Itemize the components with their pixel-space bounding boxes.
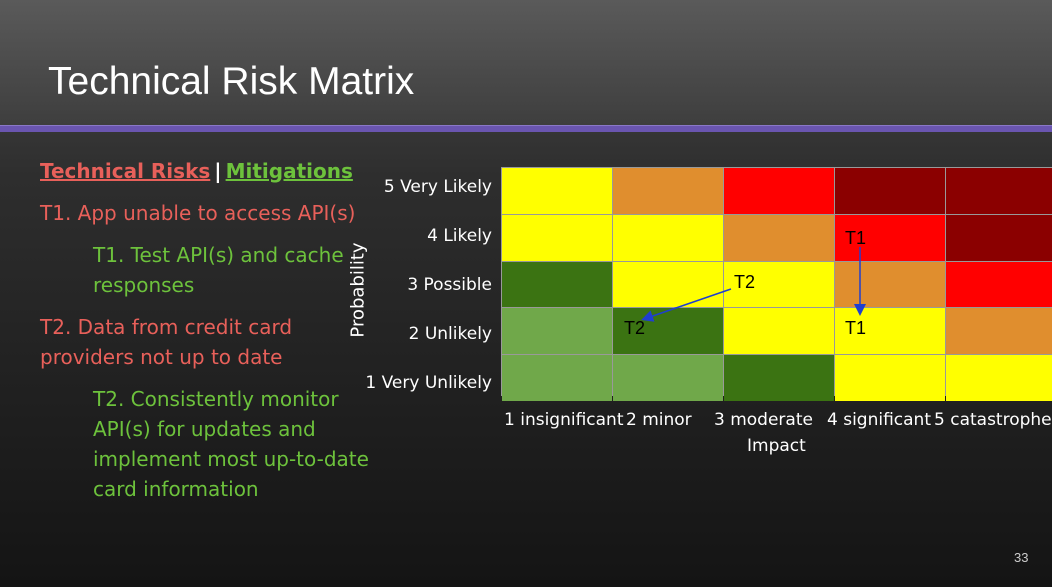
- matrix-cell: [946, 355, 1052, 401]
- title-band: [0, 0, 1052, 126]
- matrix-cell: [724, 261, 834, 308]
- matrix-cell: [613, 261, 723, 308]
- matrix-cell: [724, 214, 834, 261]
- row-label-1: 1 Very Unlikely: [365, 373, 492, 393]
- matrix-cell: [835, 261, 945, 308]
- page-number: 33: [1014, 550, 1029, 565]
- row-label-5: 5 Very Likely: [383, 177, 492, 197]
- header-technical-risks: Technical Risks: [40, 159, 211, 183]
- row-label-4: 4 Likely: [427, 226, 492, 246]
- x-axis-label: Impact: [747, 436, 806, 456]
- row-label-2: 2 Unlikely: [408, 324, 492, 344]
- matrix-cell: [835, 308, 945, 355]
- title-divider: [0, 125, 1052, 132]
- y-axis-label: Probability: [347, 242, 369, 338]
- matrix-cell: [724, 308, 834, 355]
- matrix-cell: [835, 355, 945, 401]
- col-label-2: 2 minor: [626, 410, 692, 430]
- matrix-cell: [502, 355, 612, 401]
- matrix-cell: [724, 168, 834, 214]
- matrix-cell: [835, 214, 945, 261]
- matrix-cell: [613, 168, 723, 214]
- matrix-cell: [613, 355, 723, 401]
- risk-list-header: Technical Risks | Mitigations: [40, 156, 370, 186]
- matrix-cell: [946, 214, 1052, 261]
- col-label-4: 4 significant: [827, 410, 932, 430]
- risk-t2: T2. Data from credit card providers not …: [40, 315, 293, 369]
- matrix-cell: [835, 168, 945, 214]
- matrix-cell: [613, 214, 723, 261]
- mitigation-t2: T2. Consistently monitor API(s) for upda…: [93, 387, 369, 501]
- risk-t1: T1. App unable to access API(s): [40, 201, 356, 225]
- slide-title: Technical Risk Matrix: [48, 60, 415, 103]
- matrix-cell: [946, 261, 1052, 308]
- header-separator: |: [214, 159, 222, 183]
- matrix-cell: [613, 308, 723, 355]
- matrix-cell: [724, 355, 834, 401]
- matrix-cell: [502, 261, 612, 308]
- matrix-cell: [502, 214, 612, 261]
- risk-list: Technical Risks | Mitigations T1. App unab…: [40, 156, 370, 516]
- col-label-5: 5 catastrophe: [934, 410, 1052, 430]
- col-label-1: 1 insignificant: [504, 410, 624, 430]
- risk-matrix-grid: [501, 167, 1052, 401]
- matrix-cell: [946, 168, 1052, 214]
- row-label-3: 3 Possible: [407, 275, 492, 295]
- header-mitigations: Mitigations: [225, 159, 353, 183]
- mitigation-t1: T1. Test API(s) and cache responses: [93, 243, 344, 297]
- matrix-cell: [946, 308, 1052, 355]
- col-label-3: 3 moderate: [714, 410, 813, 430]
- matrix-cell: [502, 308, 612, 355]
- matrix-cell: [502, 168, 612, 214]
